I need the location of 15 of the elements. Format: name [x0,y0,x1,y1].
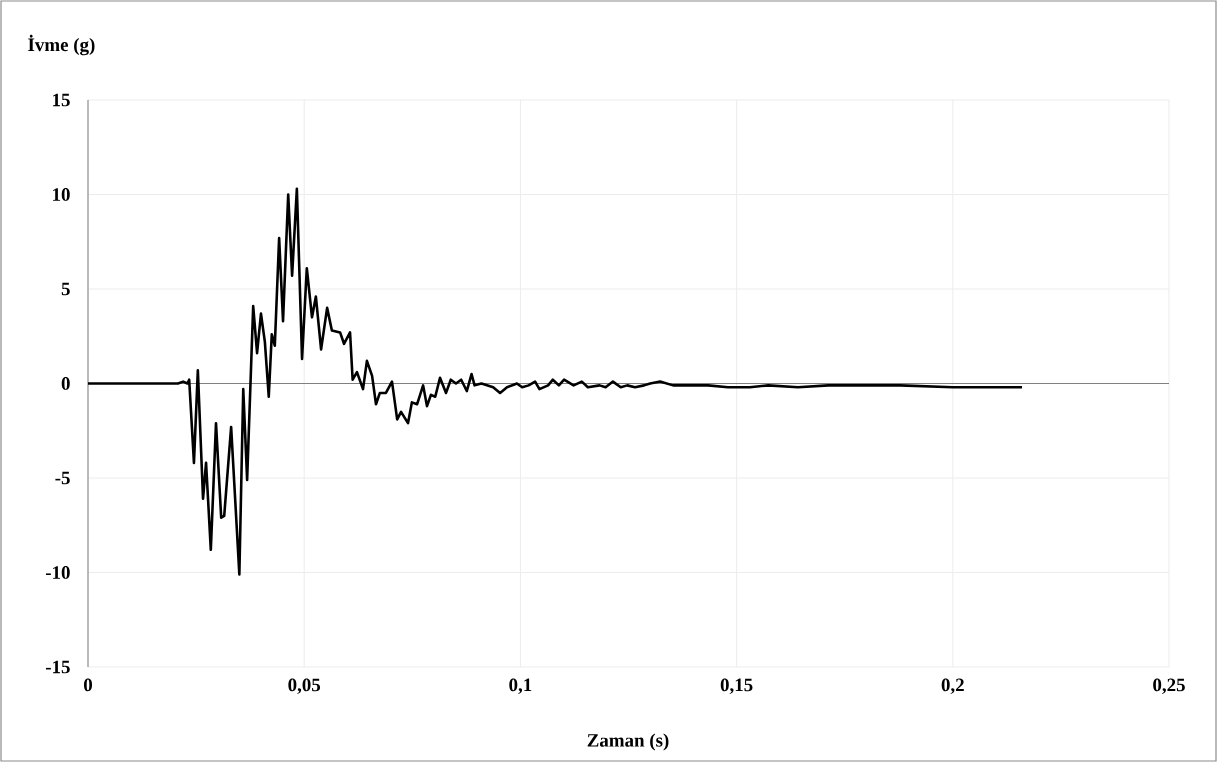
y-tick-label: -10 [45,566,70,579]
x-tick-label: 0,15 [720,678,753,695]
y-axis-title: İvme (g) [28,34,95,56]
y-tick-label: 15 [53,93,70,107]
x-tick-label: 0,05 [288,678,321,695]
x-tick-label: 0,1 [509,678,532,695]
y-tick-label: -5 [55,471,70,485]
x-tick-label: 0 [84,678,93,692]
y-tick-label: -15 [45,660,70,674]
y-tick-label: 0 [61,377,70,390]
y-tick-label: 5 [61,282,70,296]
x-tick-label: 0,25 [1153,678,1185,695]
x-axis-title: Zaman (s) [587,733,669,751]
y-tick-label: 10 [53,188,70,201]
x-tick-label: 0,2 [941,678,964,695]
